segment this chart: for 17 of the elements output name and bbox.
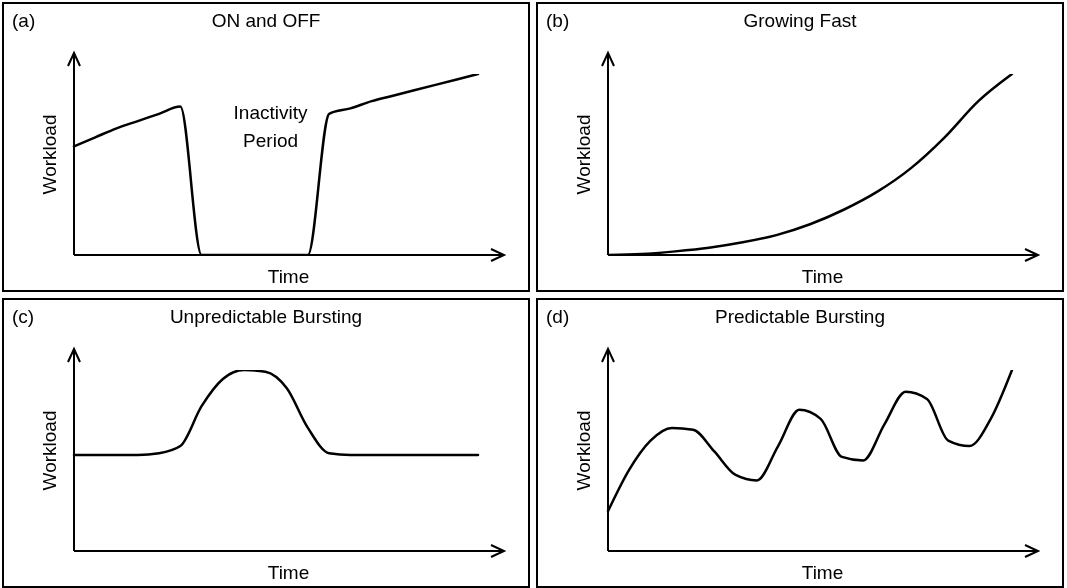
chart-title: Growing Fast [743, 10, 857, 31]
text: (c) [12, 306, 35, 328]
text: (d) [546, 306, 570, 328]
x-axis-title: Time [801, 562, 844, 583]
y-axis-title: Workload [38, 410, 60, 491]
chart-title: Predictable Bursting [714, 306, 886, 327]
x-axis-title: Time [267, 266, 310, 287]
y-axis-title: Workload [38, 114, 60, 195]
y-axis-title: Workload [572, 114, 594, 195]
chart-title: ON and OFF [211, 10, 321, 31]
x-axis-title: Time [801, 266, 844, 287]
annotation: Inactivity Period [215, 99, 326, 155]
text: (a) [12, 10, 36, 32]
text: (b) [546, 10, 570, 32]
x-axis-title: Time [267, 562, 310, 583]
chart-title: Unpredictable Bursting [169, 306, 363, 327]
y-axis-title: Workload [572, 410, 594, 491]
